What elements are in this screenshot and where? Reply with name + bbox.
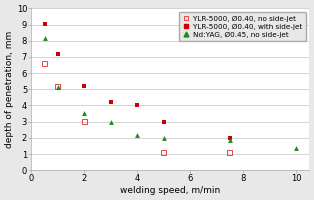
Point <box>42 62 47 65</box>
Point <box>227 136 232 139</box>
Point <box>135 133 140 136</box>
Point <box>82 111 87 114</box>
Point <box>227 139 232 142</box>
Point <box>161 151 166 154</box>
Point <box>82 120 87 123</box>
Point <box>161 120 166 123</box>
Point <box>161 136 166 139</box>
Point <box>55 52 60 55</box>
Y-axis label: depth of penetration, mm: depth of penetration, mm <box>5 31 14 148</box>
Point <box>55 85 60 88</box>
Legend: YLR-5000, Ø0.40, no side-jet, YLR-5000, Ø0.40, with side-jet, Nd:YAG, Ø0.45, no : YLR-5000, Ø0.40, no side-jet, YLR-5000, … <box>179 12 306 41</box>
Point <box>227 151 232 154</box>
Point <box>293 147 298 150</box>
X-axis label: welding speed, m/min: welding speed, m/min <box>120 186 220 195</box>
Point <box>108 120 113 123</box>
Point <box>42 22 47 25</box>
Point <box>42 37 47 40</box>
Point <box>108 101 113 104</box>
Point <box>82 84 87 88</box>
Point <box>135 104 140 107</box>
Point <box>55 85 60 88</box>
